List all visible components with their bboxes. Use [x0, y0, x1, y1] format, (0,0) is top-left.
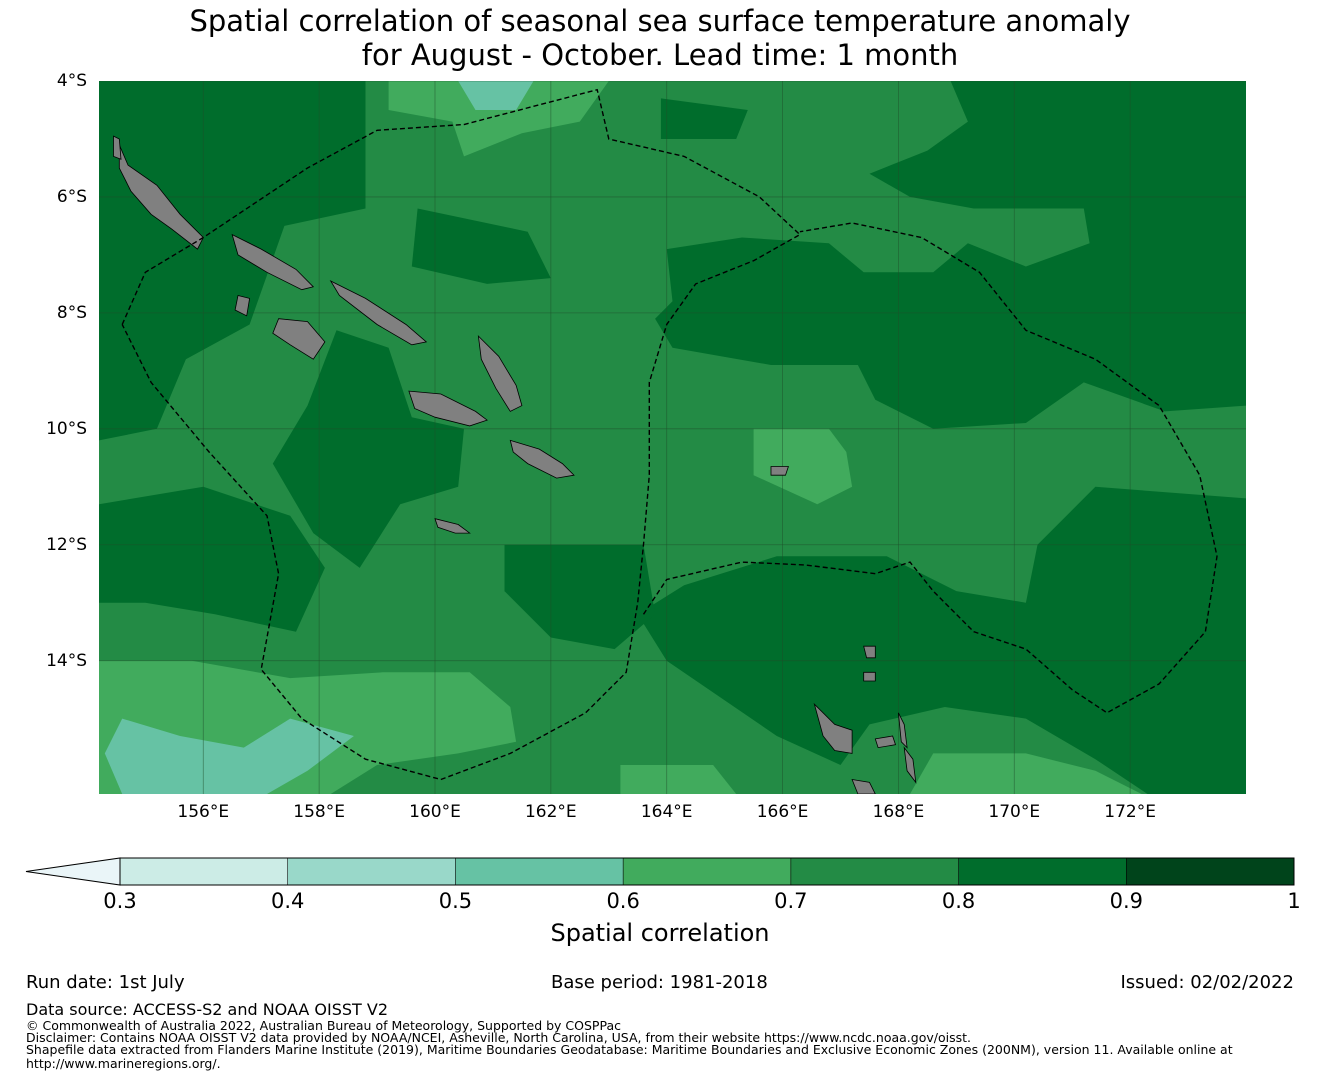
title-line-1: Spatial correlation of seasonal sea surf…: [189, 4, 1131, 38]
correlation-region-11: [753, 428, 853, 505]
base-period: Base period: 1981-2018: [551, 972, 768, 993]
island: [477, 334, 523, 412]
correlation-region-9: [388, 81, 609, 157]
correlation-region-5: [660, 98, 748, 139]
eez-boundary-solomon-islands: [121, 88, 802, 781]
island: [329, 280, 428, 346]
colorbar-extend-triangle: [25, 857, 121, 886]
colorbar-tick-label: 0.5: [438, 889, 473, 913]
correlation-region-15: [910, 753, 1142, 794]
correlation-region-7: [637, 486, 1246, 794]
correlation-region-13: [104, 718, 354, 794]
title-line-2: for August - October. Lead time: 1 month: [361, 38, 959, 72]
lon-tick-label: 166°E: [756, 802, 809, 822]
correlation-region-14: [620, 765, 737, 794]
island: [863, 671, 876, 682]
correlation-region-1: [99, 81, 366, 441]
lon-tick-label: 160°E: [409, 802, 461, 822]
lat-tick-label: 12°S: [46, 534, 87, 555]
colorbar-segment: [120, 858, 288, 885]
lat-tick-label: 4°S: [56, 71, 87, 91]
shapefile-credit-line-2: http://www.marineregions.org/.: [26, 1056, 221, 1071]
issued-date: Issued: 02/02/2022: [1120, 972, 1294, 993]
run-date: Run date: 1st July: [26, 972, 185, 993]
colorbar-tick-label: 0.7: [774, 889, 808, 913]
colorbar-tick-label: 1: [1287, 889, 1301, 913]
colorbar-tick-label: 0.3: [103, 889, 137, 913]
colorbar-segment: [790, 858, 959, 885]
island: [113, 135, 122, 160]
island: [874, 735, 897, 749]
island: [231, 233, 315, 291]
colorbar-label: Spatial correlation: [550, 919, 770, 947]
colorbar-segment: [1126, 858, 1294, 885]
island: [434, 518, 471, 534]
colorbar-segment: [623, 858, 791, 885]
lat-tick-label: 6°S: [56, 186, 87, 207]
shapefile-credit-line-1: Shapefile data extracted from Flanders M…: [26, 1042, 1233, 1057]
island: [234, 295, 251, 317]
island: [509, 439, 575, 479]
island: [272, 318, 326, 360]
colorbar-tick-label: 0.9: [1109, 889, 1143, 913]
lon-tick-label: 158°E: [293, 802, 345, 822]
colorbar-segment: [287, 858, 456, 885]
copyright-notice: © Commonwealth of Australia 2022, Austra…: [26, 1018, 621, 1033]
colorbar-tick-label: 0.8: [941, 889, 976, 913]
data-source: Data source: ACCESS-S2 and NOAA OISST V2: [26, 1000, 389, 1019]
lon-tick-label: 172°E: [1104, 802, 1156, 822]
lat-tick-label: 10°S: [46, 418, 87, 439]
eez-boundary-vanuatu-tuvalu: [642, 222, 1218, 714]
island: [118, 144, 204, 250]
island: [851, 778, 876, 794]
lon-tick-label: 164°E: [640, 802, 693, 822]
island: [863, 645, 876, 659]
lon-tick-label: 170°E: [988, 802, 1041, 822]
island: [408, 390, 488, 427]
island: [898, 712, 908, 749]
lat-tick-label: 8°S: [56, 302, 87, 323]
lat-tick-label: 14°S: [46, 650, 87, 671]
island: [903, 746, 917, 784]
island: [770, 466, 789, 476]
colorbar-tick-label: 0.6: [606, 889, 640, 913]
disclaimer: Disclaimer: Contains NOAA OISST V2 data …: [26, 1030, 971, 1045]
chart-title: Spatial correlation of seasonal sea surf…: [0, 4, 1320, 72]
colorbar-tick-label: 0.4: [271, 889, 305, 913]
colorbar-segment: [958, 858, 1127, 885]
correlation-region-8: [504, 544, 656, 650]
correlation-region-6: [655, 81, 1246, 429]
colorbar-frame: [119, 857, 1295, 886]
correlation-region-3: [272, 330, 464, 568]
lon-tick-label: 162°E: [524, 802, 577, 822]
correlation-region-4: [411, 208, 551, 284]
correlation-map: [99, 81, 1246, 794]
island: [813, 702, 853, 754]
correlation-region-10: [458, 81, 534, 110]
colorbar-segment: [455, 858, 624, 885]
lon-tick-label: 168°E: [872, 802, 925, 822]
lon-tick-label: 156°E: [177, 802, 230, 822]
